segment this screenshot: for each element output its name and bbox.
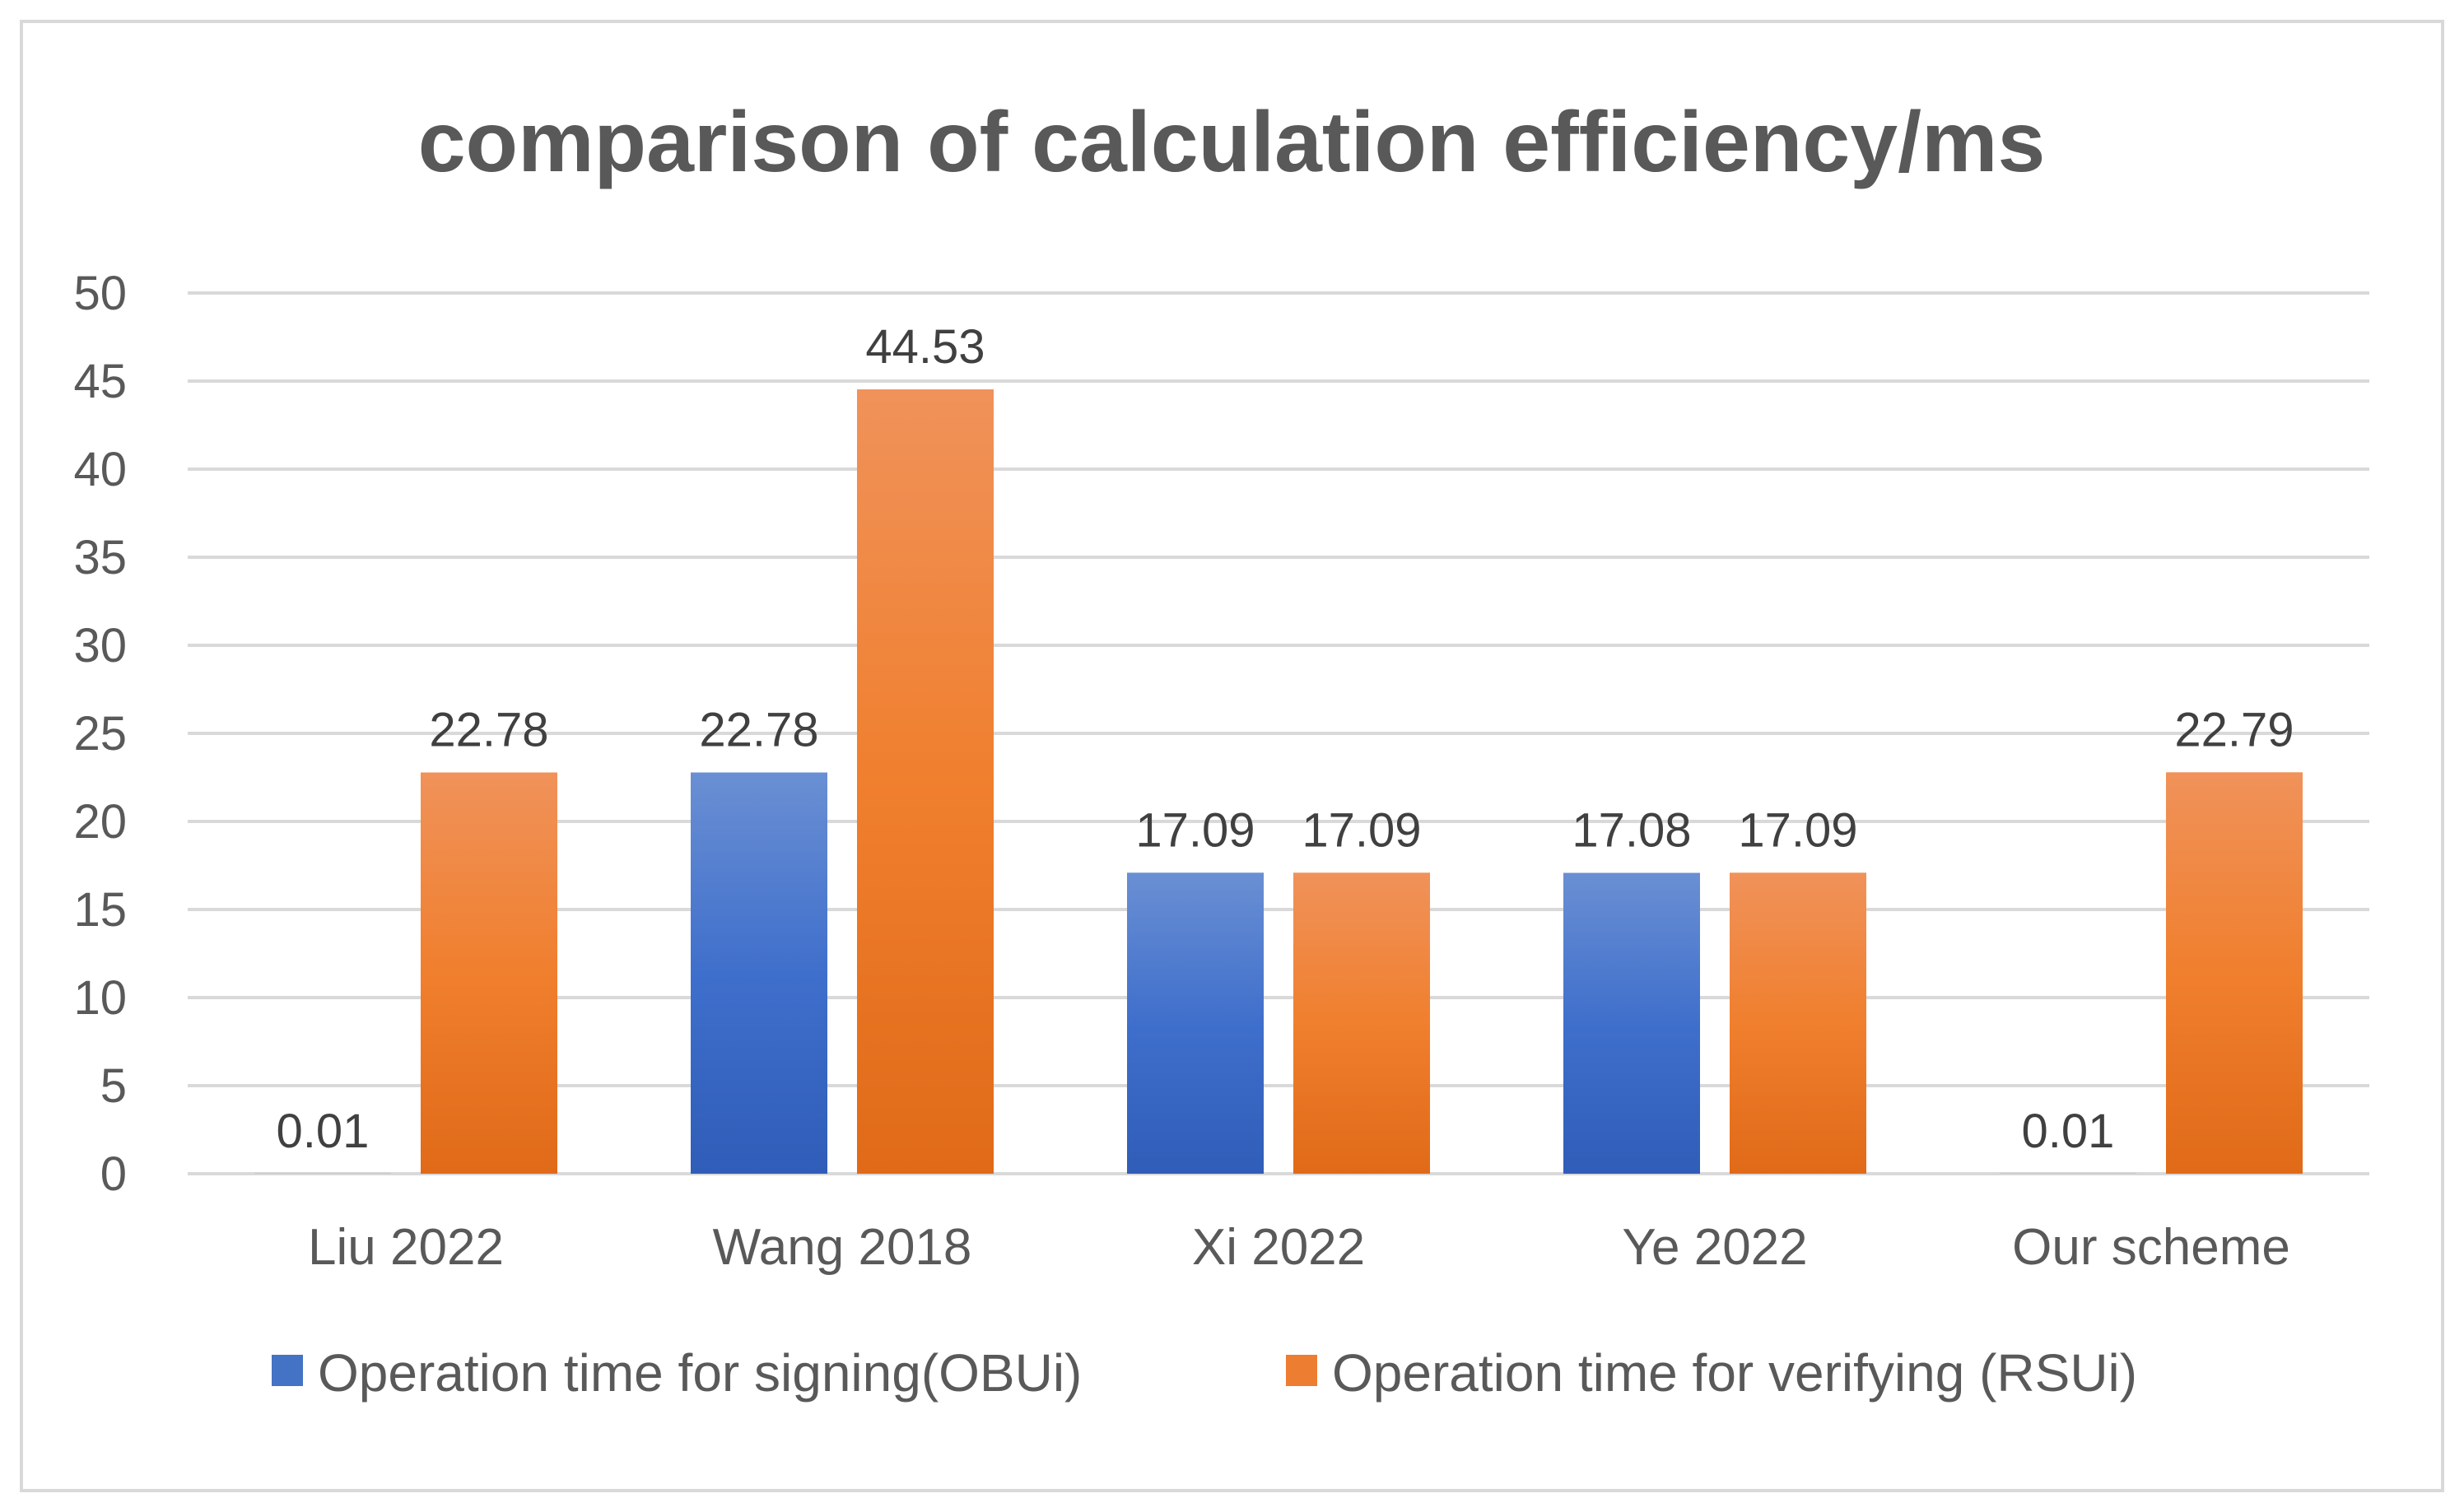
- data-label: 22.78: [699, 704, 818, 757]
- legend-label: Operation time for signing(OBUi): [318, 1343, 1082, 1403]
- data-label: 17.09: [1738, 803, 1857, 857]
- y-tick-label: 50: [73, 267, 127, 320]
- chart-border: [20, 20, 2444, 1492]
- x-tick-label: Liu 2022: [308, 1219, 504, 1276]
- bar-signing-2: [1127, 872, 1264, 1174]
- bar-verifying-0: [421, 772, 557, 1174]
- y-tick-label: 10: [73, 971, 127, 1025]
- data-label: 17.09: [1302, 803, 1421, 857]
- data-label: 22.78: [429, 704, 548, 757]
- y-tick-label: 5: [100, 1059, 127, 1113]
- y-tick-label: 45: [73, 355, 127, 408]
- y-tick-label: 0: [100, 1147, 127, 1201]
- x-axis-ticks: Liu 2022 Wang 2018 Xi 2022 Ye 2022 Our schem…: [308, 1219, 2290, 1276]
- bar-verifying-4: [2166, 772, 2303, 1174]
- y-tick-label: 30: [73, 619, 127, 672]
- data-label: 17.08: [1572, 803, 1691, 857]
- data-label: 0.01: [2022, 1105, 2115, 1158]
- bar-verifying-3: [1730, 872, 1866, 1174]
- y-tick-label: 25: [73, 707, 127, 761]
- legend-swatch: [1286, 1355, 1317, 1386]
- data-label: 17.09: [1135, 803, 1255, 857]
- x-tick-label: Ye 2022: [1622, 1219, 1807, 1276]
- y-tick-label: 20: [73, 795, 127, 849]
- y-tick-label: 35: [73, 531, 127, 584]
- y-tick-label: 15: [73, 883, 127, 937]
- legend-swatch: [272, 1355, 303, 1386]
- bar-signing-3: [1563, 872, 1700, 1174]
- legend: Operation time for signing(OBUi) Operatio…: [272, 1343, 2137, 1403]
- data-labels: 0.01 22.78 22.78 44.53 17.09 17.09 17.08 17.09 0…: [277, 320, 2294, 1158]
- bars: [254, 389, 2303, 1175]
- bar-verifying-1: [857, 389, 994, 1175]
- y-tick-label: 40: [73, 443, 127, 496]
- legend-label: Operation time for verifying (RSUi): [1332, 1343, 2137, 1403]
- bar-signing-1: [691, 772, 827, 1174]
- bar-verifying-2: [1293, 872, 1430, 1174]
- data-label: 22.79: [2174, 703, 2294, 756]
- chart-title: comparison of calculation efficiency/ms: [418, 95, 2046, 190]
- data-label: 44.53: [865, 320, 985, 374]
- x-tick-label: Wang 2018: [713, 1219, 972, 1276]
- x-tick-label: Xi 2022: [1192, 1219, 1365, 1276]
- data-label: 0.01: [277, 1105, 370, 1158]
- y-axis-ticks: 0 5 10 15 20 25 30 35 40 45 50: [73, 267, 127, 1201]
- x-tick-label: Our scheme: [2012, 1219, 2290, 1276]
